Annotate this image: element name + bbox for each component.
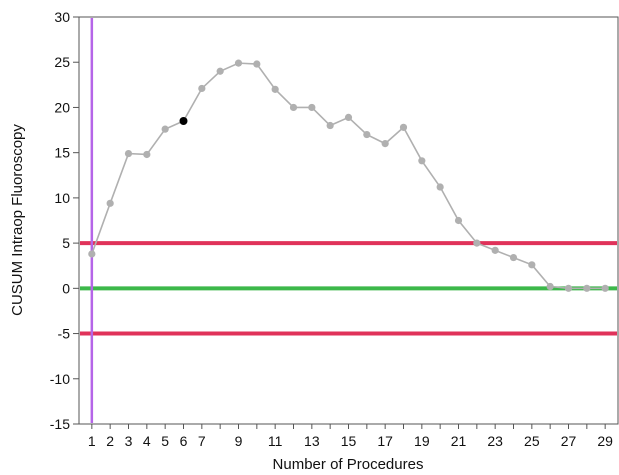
y-tick-label: 10 bbox=[54, 190, 70, 206]
x-tick-label: 25 bbox=[524, 433, 540, 449]
data-point bbox=[271, 85, 279, 93]
x-tick-label: 23 bbox=[487, 433, 503, 449]
data-point bbox=[454, 216, 463, 225]
y-tick-label: 25 bbox=[54, 54, 70, 70]
x-tick-label: 21 bbox=[451, 433, 467, 449]
data-point bbox=[436, 183, 444, 191]
x-tick-label: 7 bbox=[198, 433, 206, 449]
y-tick-label: -15 bbox=[50, 416, 70, 432]
data-point bbox=[528, 261, 536, 269]
y-tick-label: 5 bbox=[62, 235, 70, 251]
y-tick-label: 0 bbox=[62, 280, 70, 296]
data-point bbox=[143, 150, 151, 159]
y-tick-label: 20 bbox=[54, 99, 70, 115]
data-point bbox=[601, 284, 609, 292]
x-tick-label: 17 bbox=[377, 433, 393, 449]
x-tick-label: 2 bbox=[106, 433, 114, 449]
data-point bbox=[106, 199, 114, 207]
data-point bbox=[564, 284, 573, 292]
x-tick-label: 15 bbox=[341, 433, 357, 449]
x-tick-label: 13 bbox=[304, 433, 320, 449]
y-tick-label: 30 bbox=[54, 9, 70, 25]
x-axis-label: Number of Procedures bbox=[273, 456, 424, 473]
data-point bbox=[253, 60, 261, 68]
x-tick-label: 6 bbox=[180, 433, 188, 449]
x-tick-label: 11 bbox=[268, 433, 283, 449]
x-tick-label: 9 bbox=[235, 433, 243, 449]
x-tick-label: 5 bbox=[161, 433, 169, 449]
x-tick-label: 1 bbox=[88, 433, 96, 449]
y-axis-label: CUSUM Intraop Fluoroscopy bbox=[9, 124, 26, 316]
x-axis-ticks: 1 2 3 4 5 6 7 9 11 13 15 17 19 21 23 25 27 29 bbox=[88, 424, 613, 449]
data-point bbox=[546, 282, 554, 291]
y-tick-label: 15 bbox=[54, 145, 70, 161]
data-point bbox=[344, 113, 353, 121]
data-point bbox=[418, 157, 426, 165]
data-point bbox=[234, 59, 243, 67]
x-tick-label: 27 bbox=[561, 433, 577, 449]
y-axis-ticks: -15 -10 -5 0 5 10 15 20 25 30 bbox=[50, 9, 79, 432]
data-point bbox=[381, 140, 389, 148]
data-point bbox=[161, 125, 169, 133]
x-tick-label: 4 bbox=[143, 433, 151, 449]
data-point bbox=[491, 246, 499, 254]
data-point bbox=[326, 121, 334, 130]
data-point bbox=[216, 67, 224, 75]
x-tick-label: 3 bbox=[125, 433, 133, 449]
data-point bbox=[88, 250, 96, 258]
data-point bbox=[509, 253, 518, 262]
data-point bbox=[583, 284, 591, 292]
data-point bbox=[124, 149, 133, 158]
data-point bbox=[198, 84, 206, 93]
y-tick-label: -10 bbox=[50, 371, 70, 387]
data-point bbox=[473, 239, 481, 247]
x-tick-label: 19 bbox=[414, 433, 430, 449]
x-tick-label: 29 bbox=[597, 433, 613, 449]
reference-lines bbox=[80, 241, 617, 336]
highlighted-data-point bbox=[179, 117, 188, 126]
data-point bbox=[308, 103, 316, 112]
data-point bbox=[363, 130, 371, 139]
data-point bbox=[399, 123, 408, 131]
plot-area bbox=[78, 16, 619, 425]
data-point bbox=[289, 103, 298, 112]
y-tick-label: -5 bbox=[58, 326, 71, 342]
data-series bbox=[88, 59, 609, 292]
